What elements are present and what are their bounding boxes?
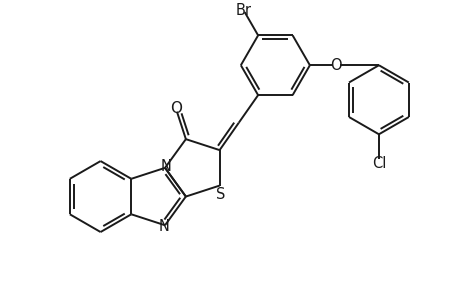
Text: Br: Br xyxy=(235,3,251,18)
Text: S: S xyxy=(215,187,225,202)
Text: N: N xyxy=(160,159,171,174)
Text: O: O xyxy=(170,100,182,116)
Text: O: O xyxy=(329,58,341,73)
Text: Cl: Cl xyxy=(371,155,385,170)
Text: N: N xyxy=(158,219,169,234)
